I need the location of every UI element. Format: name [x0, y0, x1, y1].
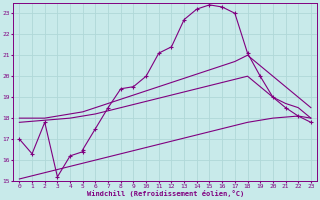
X-axis label: Windchill (Refroidissement éolien,°C): Windchill (Refroidissement éolien,°C) [86, 190, 244, 197]
